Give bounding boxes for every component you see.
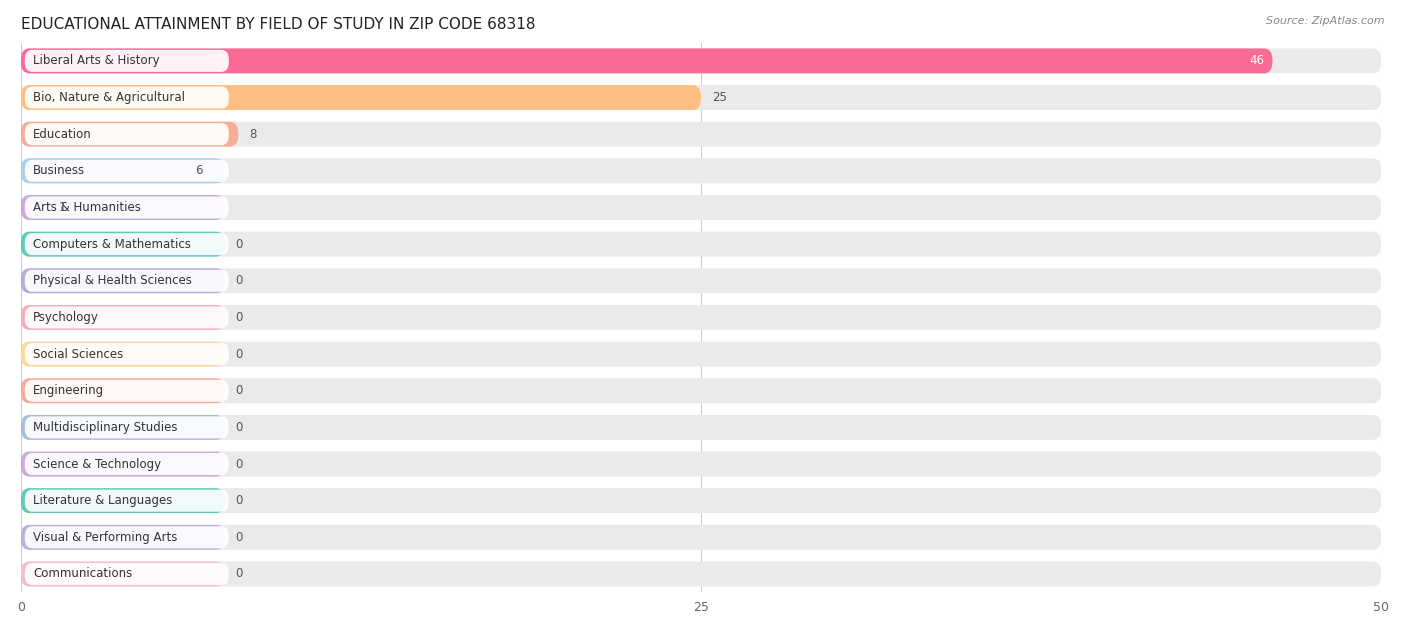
Text: Social Sciences: Social Sciences [32,348,124,360]
FancyBboxPatch shape [21,378,225,403]
FancyBboxPatch shape [21,341,1381,367]
FancyBboxPatch shape [21,378,1381,403]
FancyBboxPatch shape [21,85,702,110]
Text: EDUCATIONAL ATTAINMENT BY FIELD OF STUDY IN ZIP CODE 68318: EDUCATIONAL ATTAINMENT BY FIELD OF STUDY… [21,16,536,32]
FancyBboxPatch shape [25,233,229,255]
FancyBboxPatch shape [21,268,1381,293]
Text: Literature & Languages: Literature & Languages [32,494,173,507]
Text: Engineering: Engineering [32,384,104,398]
Text: Source: ZipAtlas.com: Source: ZipAtlas.com [1267,16,1385,26]
FancyBboxPatch shape [21,488,1381,513]
FancyBboxPatch shape [21,305,225,330]
FancyBboxPatch shape [25,343,229,365]
Text: 0: 0 [236,384,243,398]
Text: 0: 0 [236,274,243,287]
FancyBboxPatch shape [21,268,225,293]
Text: 0: 0 [236,348,243,360]
Text: 0: 0 [236,531,243,544]
FancyBboxPatch shape [21,49,1381,73]
FancyBboxPatch shape [21,49,1272,73]
Text: Communications: Communications [32,567,132,581]
FancyBboxPatch shape [25,123,229,145]
Text: Science & Technology: Science & Technology [32,457,162,471]
FancyBboxPatch shape [21,525,225,550]
FancyBboxPatch shape [21,415,225,440]
FancyBboxPatch shape [21,562,225,586]
Text: Business: Business [32,164,84,177]
FancyBboxPatch shape [21,122,1381,146]
Text: 1: 1 [59,201,66,214]
FancyBboxPatch shape [21,158,1381,183]
Text: Computers & Mathematics: Computers & Mathematics [32,238,191,251]
FancyBboxPatch shape [21,232,225,257]
FancyBboxPatch shape [25,270,229,292]
FancyBboxPatch shape [21,452,225,476]
Text: 0: 0 [236,494,243,507]
FancyBboxPatch shape [21,232,1381,257]
Text: 8: 8 [249,127,257,141]
FancyBboxPatch shape [21,85,1381,110]
Text: Liberal Arts & History: Liberal Arts & History [32,54,159,68]
Text: Physical & Health Sciences: Physical & Health Sciences [32,274,191,287]
FancyBboxPatch shape [25,380,229,402]
FancyBboxPatch shape [21,305,1381,330]
FancyBboxPatch shape [21,195,225,220]
FancyBboxPatch shape [25,196,229,218]
FancyBboxPatch shape [21,562,1381,586]
Text: 46: 46 [1250,54,1264,68]
Text: Visual & Performing Arts: Visual & Performing Arts [32,531,177,544]
FancyBboxPatch shape [25,50,229,72]
FancyBboxPatch shape [21,122,239,146]
Text: Education: Education [32,127,91,141]
Text: 0: 0 [236,238,243,251]
FancyBboxPatch shape [21,195,1381,220]
FancyBboxPatch shape [21,488,225,513]
FancyBboxPatch shape [21,158,225,183]
FancyBboxPatch shape [25,490,229,512]
FancyBboxPatch shape [25,453,229,475]
Text: Multidisciplinary Studies: Multidisciplinary Studies [32,421,177,434]
FancyBboxPatch shape [25,416,229,439]
FancyBboxPatch shape [25,563,229,585]
FancyBboxPatch shape [25,160,229,182]
FancyBboxPatch shape [21,452,1381,476]
Text: Psychology: Psychology [32,311,98,324]
Text: 0: 0 [236,311,243,324]
FancyBboxPatch shape [21,525,1381,550]
FancyBboxPatch shape [25,307,229,328]
Text: Bio, Nature & Agricultural: Bio, Nature & Agricultural [32,91,186,104]
Text: Arts & Humanities: Arts & Humanities [32,201,141,214]
Text: 0: 0 [236,421,243,434]
Text: 25: 25 [711,91,727,104]
FancyBboxPatch shape [21,415,1381,440]
FancyBboxPatch shape [25,526,229,548]
Text: 0: 0 [236,567,243,581]
FancyBboxPatch shape [21,341,225,367]
Text: 0: 0 [236,457,243,471]
Text: 6: 6 [195,164,202,177]
FancyBboxPatch shape [25,86,229,109]
